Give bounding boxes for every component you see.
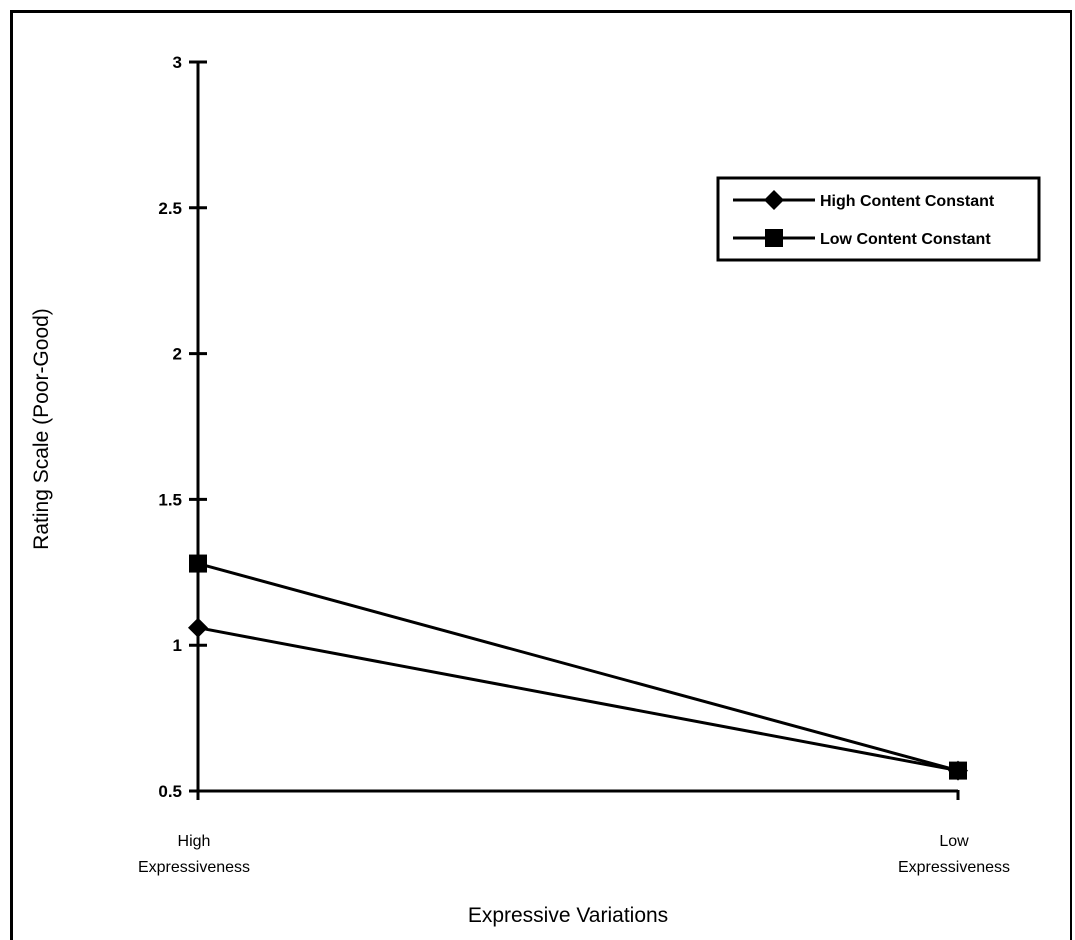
legend-label: High Content Constant bbox=[820, 193, 995, 210]
legend-item-2: Low Content Constant bbox=[733, 229, 991, 248]
series-line bbox=[197, 626, 959, 773]
legend-label: Low Content Constant bbox=[820, 231, 991, 248]
chart-frame bbox=[10, 10, 1072, 940]
y-tick-label: 0.5 bbox=[158, 782, 182, 801]
y-tick-label: 3 bbox=[173, 53, 182, 72]
legend-item-1: High Content Constant bbox=[733, 190, 995, 210]
legend-diamond-marker bbox=[764, 190, 784, 210]
series-1 bbox=[188, 617, 968, 781]
series-line bbox=[197, 562, 959, 773]
series-2 bbox=[189, 554, 967, 780]
square-marker bbox=[189, 554, 207, 573]
y-tick-label: 1 bbox=[173, 636, 182, 655]
y-axis: 0.5 1 1.5 2 2.5 3 bbox=[158, 53, 207, 801]
x-category-label: Expressiveness bbox=[898, 859, 1010, 876]
legend: High Content Constant Low Content Constan… bbox=[716, 176, 1041, 262]
x-category-label: Low bbox=[939, 833, 969, 850]
diamond-marker bbox=[188, 617, 208, 638]
y-axis-title: Rating Scale (Poor-Good) bbox=[30, 308, 53, 550]
x-category-label: Expressiveness bbox=[138, 859, 250, 876]
x-category-label: High bbox=[178, 833, 211, 850]
y-tick-label: 2 bbox=[173, 345, 182, 364]
square-marker bbox=[949, 761, 967, 780]
x-axis: High Expressiveness Low Expressiveness bbox=[138, 789, 1010, 876]
x-axis-title: Expressive Variations bbox=[468, 904, 668, 927]
y-tick-label: 1.5 bbox=[158, 490, 182, 509]
legend-square-marker bbox=[765, 229, 783, 247]
y-tick-label: 2.5 bbox=[158, 199, 182, 218]
series-layer bbox=[188, 554, 968, 781]
